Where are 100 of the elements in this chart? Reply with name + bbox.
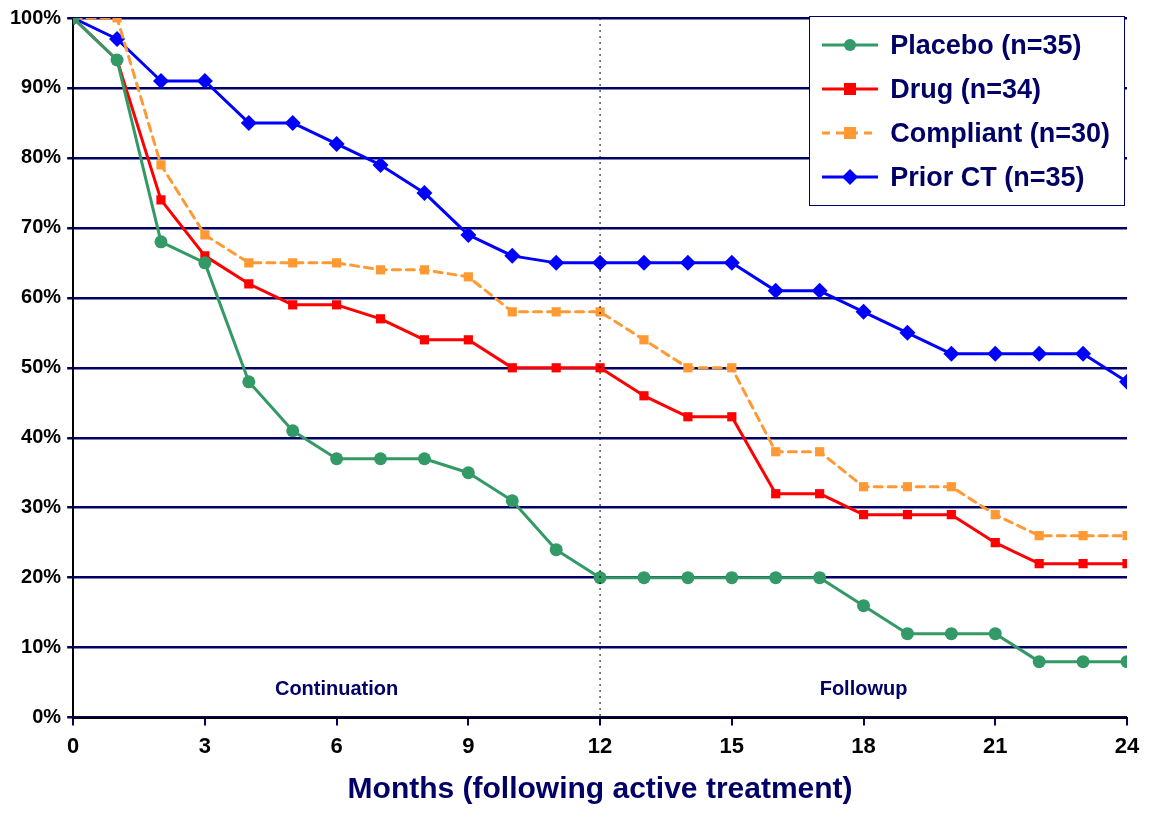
y-tick-label: 50% [21, 355, 62, 378]
point [244, 279, 254, 289]
point [375, 265, 386, 275]
point [463, 335, 473, 345]
point [504, 247, 521, 264]
point [154, 235, 168, 249]
point [1076, 655, 1090, 669]
point [240, 114, 257, 131]
x-tick-label: 3 [198, 732, 212, 758]
x-tick-label: 24 [1114, 732, 1140, 758]
point [463, 272, 473, 282]
x-tick-label: 18 [851, 732, 876, 758]
point [679, 254, 696, 271]
y-tick-label: 70% [21, 215, 62, 238]
point [727, 412, 737, 422]
point [592, 254, 609, 271]
point [990, 538, 1000, 548]
point [328, 135, 345, 152]
point [417, 452, 431, 466]
point [284, 114, 301, 131]
point [196, 72, 213, 89]
point [767, 282, 784, 299]
point [156, 195, 166, 205]
point [769, 571, 783, 585]
point [902, 510, 913, 520]
point [899, 324, 916, 341]
point [330, 452, 344, 466]
point [771, 489, 781, 499]
point [681, 571, 695, 585]
point [595, 307, 605, 317]
point [987, 345, 1004, 362]
point [288, 300, 298, 310]
point [683, 412, 693, 422]
point [815, 447, 825, 457]
point [683, 363, 693, 373]
point [944, 627, 958, 641]
y-tick-label: 0% [32, 705, 62, 728]
point [990, 510, 1000, 520]
point [242, 375, 256, 389]
point [416, 184, 433, 201]
point [1034, 559, 1044, 569]
point [1034, 531, 1044, 541]
point [857, 599, 871, 613]
point [637, 571, 651, 585]
point [244, 258, 254, 268]
legend-label: Drug (n=34) [890, 73, 1041, 105]
y-tick-label: 20% [21, 565, 62, 588]
point [549, 543, 563, 557]
x-tick-label: 0 [67, 732, 80, 758]
point [635, 254, 652, 271]
point [1032, 655, 1046, 669]
point [1078, 559, 1088, 569]
point [902, 482, 913, 492]
point [639, 391, 649, 401]
point [286, 424, 300, 438]
point [946, 510, 956, 520]
y-tick-label: 40% [21, 425, 62, 448]
point [332, 258, 342, 268]
legend-label: Placebo (n=35) [890, 29, 1082, 61]
point [461, 466, 475, 480]
x-tick-label: 9 [462, 732, 475, 758]
point [725, 571, 739, 585]
point [551, 307, 561, 317]
point [419, 335, 430, 345]
point [988, 627, 1002, 641]
annotation: Followup [819, 677, 908, 700]
point [813, 571, 827, 585]
point [198, 256, 212, 270]
point [551, 363, 561, 373]
x-tick-label: 6 [330, 732, 343, 758]
point [507, 307, 517, 317]
point [811, 282, 828, 299]
point [815, 489, 825, 499]
y-tick-label: 100% [10, 5, 62, 28]
point [460, 226, 477, 243]
point [332, 300, 342, 310]
y-tick-label: 30% [21, 495, 62, 518]
point [152, 72, 169, 89]
point [1031, 345, 1048, 362]
point [727, 363, 737, 373]
point [723, 254, 740, 271]
point [1075, 345, 1092, 362]
legend-label: Compliant (n=30) [890, 117, 1110, 149]
y-tick-label: 60% [21, 285, 62, 308]
point [288, 258, 298, 268]
point [419, 265, 430, 275]
point [900, 627, 914, 641]
point [943, 345, 960, 362]
point [375, 314, 386, 324]
point [595, 363, 605, 373]
point [858, 510, 869, 520]
x-tick-label: 21 [983, 732, 1008, 758]
point [507, 363, 517, 373]
point [1078, 531, 1088, 541]
y-tick-label: 90% [21, 75, 62, 98]
y-tick-label: 80% [21, 145, 62, 168]
y-tick-label: 10% [21, 635, 62, 658]
point [156, 160, 166, 170]
point [593, 571, 607, 585]
point [771, 447, 781, 457]
